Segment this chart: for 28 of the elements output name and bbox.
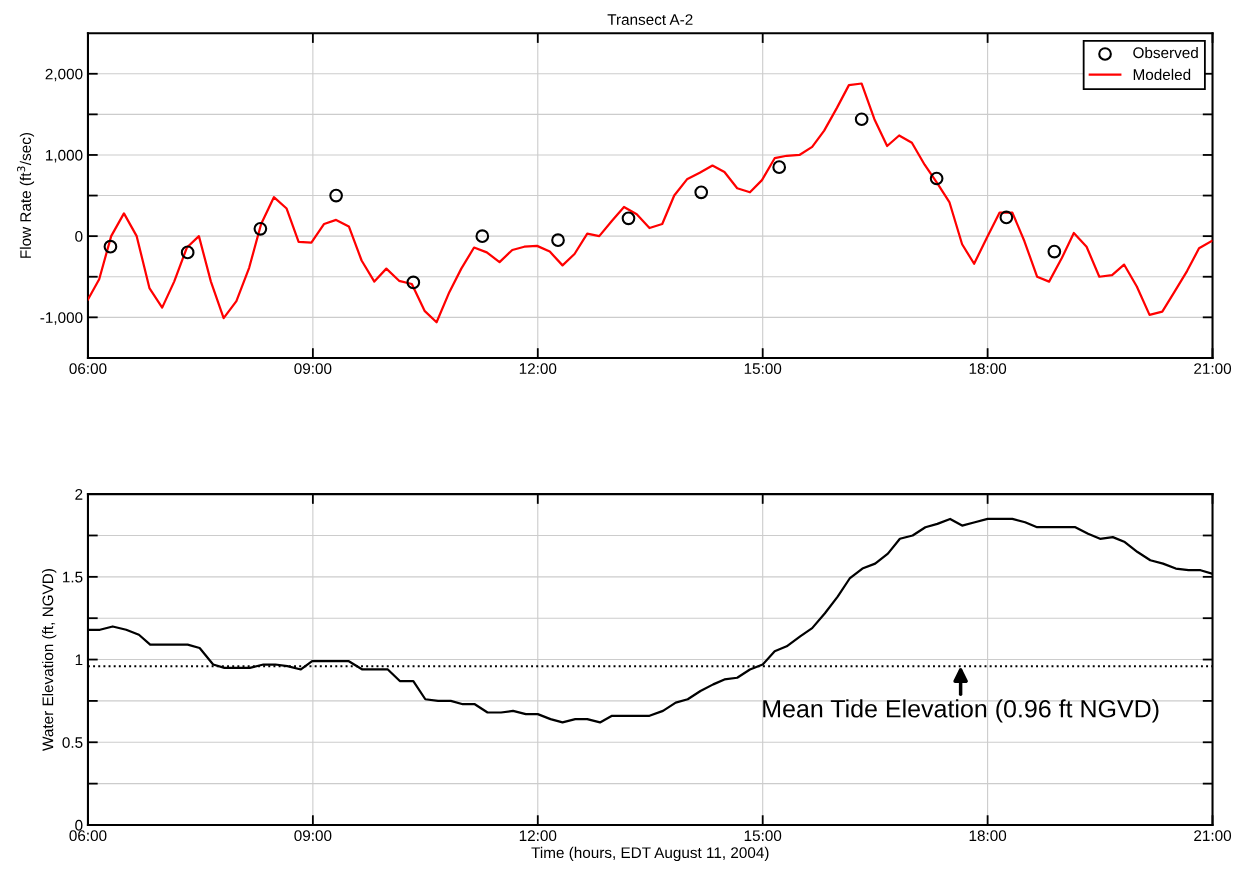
x-tick-label: 06:00 (69, 830, 107, 842)
y-tick-label: 0.5 (62, 737, 83, 748)
y-tick-label: 1 (75, 654, 83, 666)
x-tick-label: 09:00 (294, 363, 332, 375)
x-tick-label: 15:00 (744, 830, 782, 842)
x-tick-label: 18:00 (969, 830, 1007, 842)
y-axis-title: Water Elevation (ft, NGVD) (42, 569, 57, 751)
chart-title: Transect A-2 (607, 14, 693, 25)
x-tick-label: 21:00 (1194, 363, 1232, 375)
y-tick-label: 1.5 (63, 571, 83, 583)
x-tick-label: 12:00 (519, 363, 557, 375)
legend-label: Observed (1133, 46, 1198, 59)
x-tick-label: 21:00 (1194, 830, 1232, 842)
x-tick-label: 06:00 (69, 363, 107, 375)
y-tick-label: 2,000 (45, 68, 83, 82)
y-tick-label: 0 (75, 231, 83, 242)
x-tick-label: 15:00 (744, 363, 782, 375)
x-axis-title: Time (hours, EDT August 11, 2004) (531, 846, 769, 862)
y-axis-title: Flow Rate (ft$^{3}$/sec) (17, 132, 35, 258)
legend-label: Modeled (1133, 68, 1191, 81)
y-tick-label: -1,000 (40, 312, 83, 325)
x-tick-label: 09:00 (294, 830, 332, 842)
y-tick-label: 1,000 (46, 149, 83, 163)
annotation: Mean Tide Elevation (0.96 ft NGVD) (763, 699, 1159, 723)
y-tick-label: 0 (75, 819, 83, 831)
x-tick-label: 12:00 (519, 830, 557, 842)
y-tick-label: 2 (75, 488, 83, 500)
x-tick-label: 18:00 (969, 363, 1007, 375)
